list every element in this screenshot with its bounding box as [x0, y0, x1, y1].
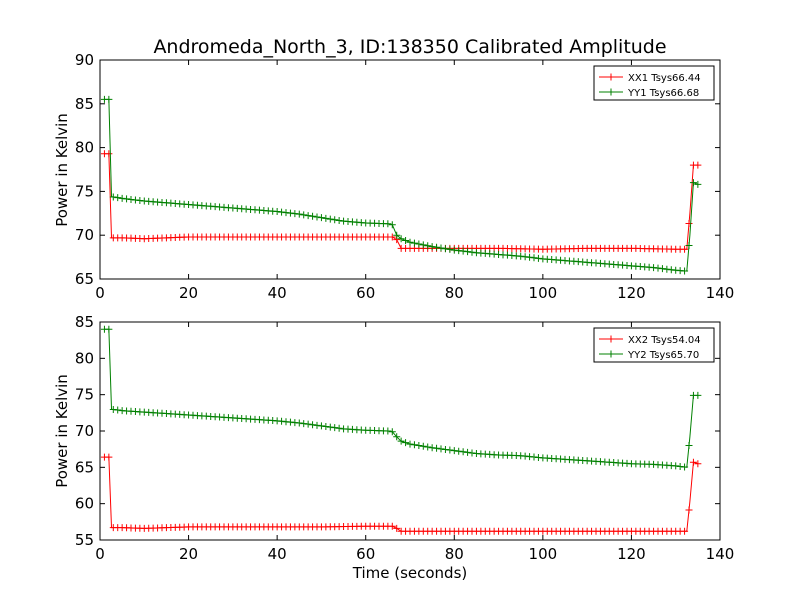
series-markers	[100, 325, 702, 471]
series-markers	[100, 453, 702, 535]
top-panel: Power in Kelvin 0 20 40 60 80 100 120 140 65 70 75…	[53, 51, 734, 302]
x-tick-label: 100	[529, 284, 558, 302]
y-tick-label: 75	[75, 386, 94, 404]
y-tick-label: 70	[75, 422, 94, 440]
top-series-2	[100, 95, 702, 275]
x-tick-label: 40	[268, 284, 287, 302]
bottom-series-1	[100, 453, 702, 535]
x-tick-label: 60	[356, 545, 375, 563]
legend-swatch-marker	[607, 335, 615, 343]
legend-entry-label: XX2 Tsys54.04	[628, 335, 701, 346]
legend-entry-label: XX1 Tsys66.44	[628, 73, 701, 84]
x-tick-label: 40	[268, 545, 287, 563]
y-tick-label: 65	[75, 270, 94, 288]
y-tick-label: 70	[75, 226, 94, 244]
y-tick-label: 85	[75, 313, 94, 331]
x-tick-label: 120	[617, 284, 646, 302]
top-axes-frame	[99, 59, 721, 280]
top-legend: XX1 Tsys66.44 YY1 Tsys66.68	[593, 65, 715, 101]
y-tick-label: 75	[75, 182, 94, 200]
chart-title: Andromeda_North_3, ID:138350 Calibrated …	[153, 36, 666, 58]
x-tick-label: 20	[179, 545, 198, 563]
y-tick-label: 80	[75, 139, 94, 157]
legend-box	[593, 327, 715, 363]
x-tick-label: 20	[179, 284, 198, 302]
x-tick-label: 60	[356, 284, 375, 302]
bottom-panel: Power in Kelvin 0 20 40 60 80 100 120 140 55 60 65…	[53, 313, 734, 563]
series-markers	[100, 95, 702, 275]
y-tick-label: 55	[75, 531, 94, 549]
legend-entry-label: YY2 Tsys65.70	[627, 350, 699, 361]
x-tick-label: 100	[529, 545, 558, 563]
y-tick-label: 80	[75, 349, 94, 367]
x-tick-label: 0	[95, 545, 105, 563]
bottom-legend: XX2 Tsys54.04 YY2 Tsys65.70	[593, 327, 715, 363]
legend-swatch-marker	[607, 73, 615, 81]
y-tick-label: 65	[75, 458, 94, 476]
y-tick-label: 90	[75, 51, 94, 69]
top-series-1	[100, 150, 702, 253]
bottom-series-2	[100, 325, 702, 471]
y-tick-label: 60	[75, 495, 94, 513]
top-panel-y-axis-label: Power in Kelvin	[53, 113, 71, 227]
x-axis-label: Time (seconds)	[352, 564, 468, 582]
x-tick-label: 80	[445, 545, 464, 563]
legend-box	[593, 65, 715, 101]
x-tick-label: 0	[95, 284, 105, 302]
bottom-panel-y-axis-label: Power in Kelvin	[53, 374, 71, 488]
x-tick-label: 140	[706, 545, 735, 563]
x-tick-label: 140	[706, 284, 735, 302]
y-tick-label: 85	[75, 95, 94, 113]
legend-swatch-marker	[607, 350, 615, 358]
x-tick-label: 120	[617, 545, 646, 563]
legend-swatch-marker	[607, 88, 615, 96]
x-tick-label: 80	[445, 284, 464, 302]
legend-entry-label: YY1 Tsys66.68	[627, 88, 699, 99]
